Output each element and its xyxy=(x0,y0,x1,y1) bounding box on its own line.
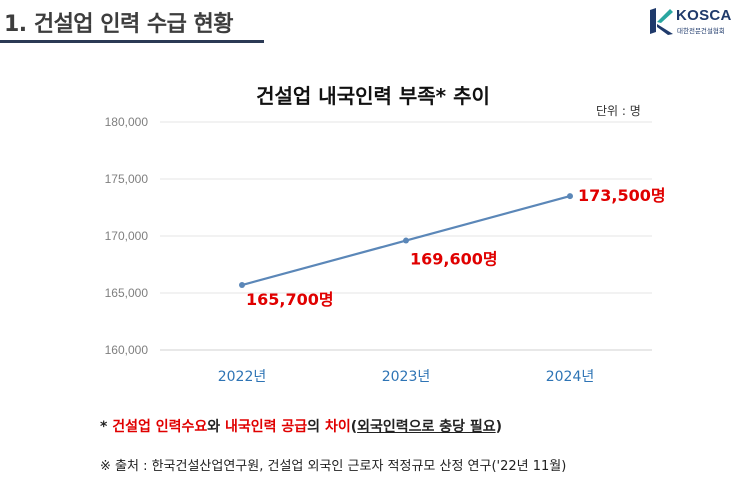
footnote-text-2: 의 xyxy=(307,419,325,435)
unit-label: 단위 : 명 xyxy=(596,104,641,118)
footnote-supply: 내국인력 공급 xyxy=(225,419,308,435)
y-tick-label: 160,000 xyxy=(105,343,149,357)
y-tick-label: 170,000 xyxy=(105,229,149,243)
line-chart: 160,000 165,000 170,000 175,000 180,000 2022년… xyxy=(105,115,666,385)
logo-text: KOSCA xyxy=(676,7,732,24)
data-label: 173,500명 xyxy=(578,186,666,205)
footnote-paren-close: ) xyxy=(495,419,503,435)
footnote-paren-open: ( xyxy=(350,419,358,435)
footnote-foreign: 외국인력으로 충당 필요 xyxy=(357,419,496,435)
y-tick-label: 165,000 xyxy=(105,286,149,300)
kosca-logo: KOSCA 대한전문건설협회 xyxy=(648,6,740,38)
logo-subtext: 대한전문건설협회 xyxy=(677,27,725,35)
source-note: ※ 출처 : 한국건설산업연구원, 건설업 외국인 근로자 적정규모 산정 연구… xyxy=(100,459,567,474)
footnote-demand: 건설업 인력수요 xyxy=(112,419,208,435)
data-point xyxy=(403,237,409,244)
title-underline xyxy=(0,40,264,43)
logo-mark-icon xyxy=(650,8,673,35)
page-title: 1. 건설업 인력 수급 현황 xyxy=(4,12,233,37)
data-point xyxy=(567,193,573,200)
data-label: 169,600명 xyxy=(410,250,498,269)
footnote-text-1: 와 xyxy=(207,419,226,435)
x-tick-label: 2022년 xyxy=(218,369,267,385)
x-tick-label: 2023년 xyxy=(382,369,431,385)
chart-title: 건설업 내국인력 부족* 추이 xyxy=(256,84,490,108)
footnote-prefix: * xyxy=(100,419,113,435)
data-label: 165,700명 xyxy=(246,290,334,309)
data-point xyxy=(239,282,245,289)
footnote-gap: 차이 xyxy=(324,419,351,435)
y-tick-label: 180,000 xyxy=(105,115,149,129)
y-tick-label: 175,000 xyxy=(105,172,149,186)
x-tick-label: 2024년 xyxy=(546,369,595,385)
footnote: * 건설업 인력수요와 내국인력 공급의 차이(외국인력으로 충당 필요) xyxy=(100,416,502,436)
